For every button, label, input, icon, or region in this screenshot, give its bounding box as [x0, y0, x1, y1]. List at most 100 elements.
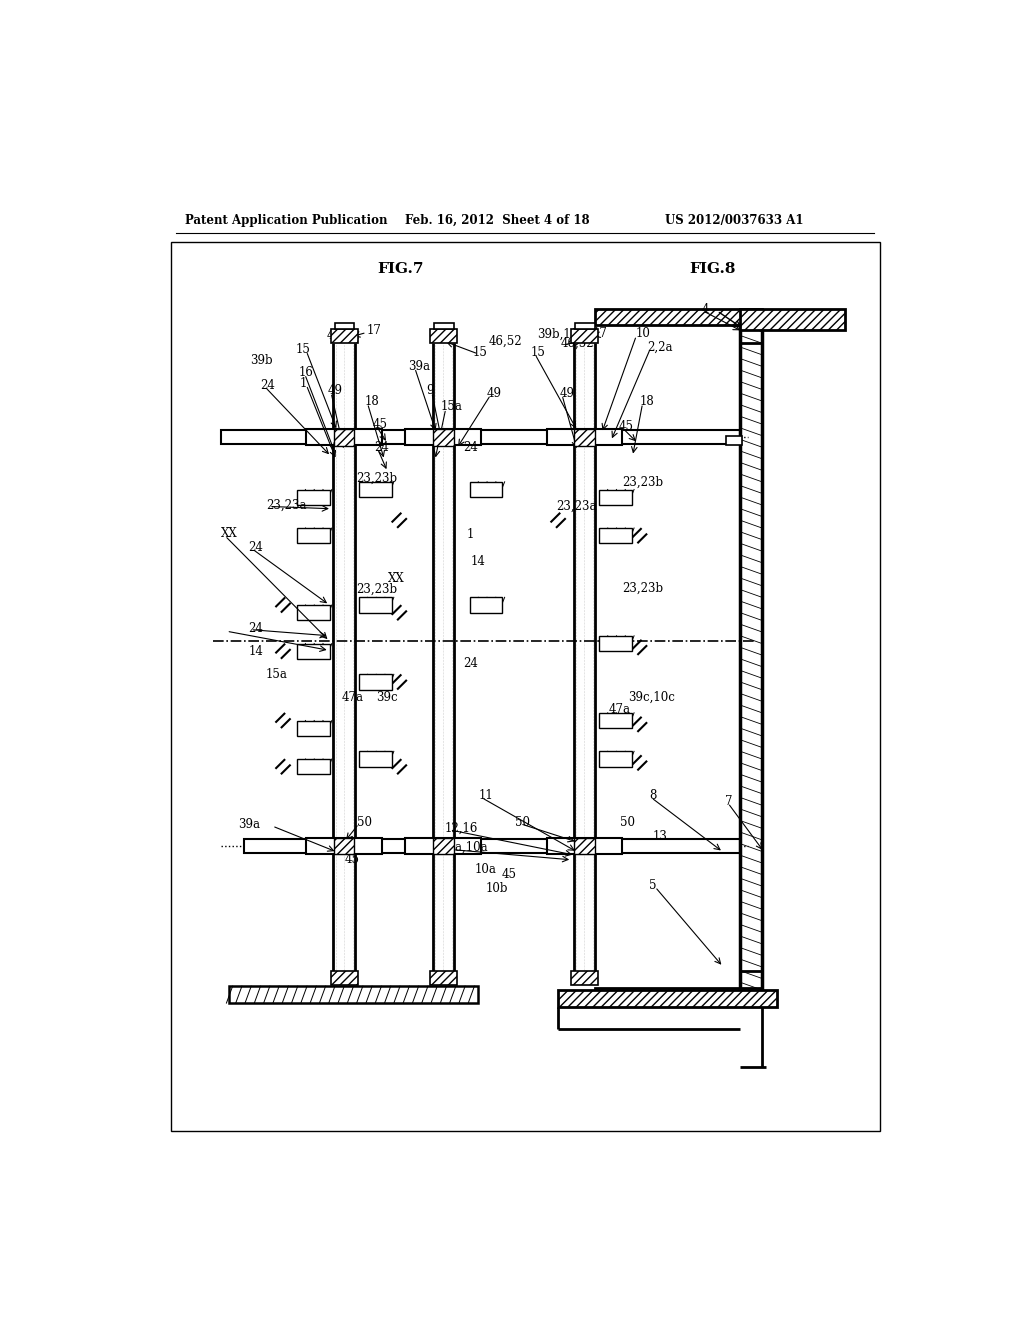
Text: 39b,10b: 39b,10b — [538, 327, 586, 341]
Text: 18: 18 — [365, 395, 379, 408]
Text: 24: 24 — [248, 541, 263, 554]
Bar — [228, 986, 477, 1003]
Text: 50: 50 — [515, 816, 530, 829]
Text: 10a: 10a — [474, 863, 497, 876]
Text: 15a: 15a — [266, 668, 288, 681]
Bar — [575, 323, 595, 330]
Text: 24: 24 — [463, 441, 477, 454]
Text: Patent Application Publication: Patent Application Publication — [184, 214, 387, 227]
Text: 16: 16 — [299, 366, 313, 379]
Bar — [547, 429, 623, 445]
Bar — [599, 751, 632, 767]
Text: 7: 7 — [725, 795, 732, 808]
Bar — [571, 330, 598, 343]
Bar — [331, 970, 358, 985]
Text: 18: 18 — [640, 395, 654, 408]
Text: 4: 4 — [701, 302, 709, 315]
Text: 13: 13 — [652, 829, 668, 842]
Bar — [430, 330, 458, 343]
Text: 9: 9 — [426, 384, 434, 397]
Bar — [599, 490, 632, 506]
Bar — [221, 430, 334, 444]
Bar — [335, 323, 354, 330]
Bar — [334, 429, 354, 446]
Text: 10: 10 — [636, 327, 650, 341]
Bar — [171, 242, 880, 1131]
Bar — [595, 309, 762, 326]
Bar — [297, 759, 330, 775]
Bar — [355, 840, 432, 853]
Bar — [331, 330, 358, 343]
Text: 2,2a: 2,2a — [647, 341, 673, 354]
Text: 45: 45 — [345, 853, 360, 866]
Bar — [433, 838, 454, 854]
Bar — [571, 970, 598, 985]
Text: Feb. 16, 2012  Sheet 4 of 18: Feb. 16, 2012 Sheet 4 of 18 — [406, 214, 590, 227]
Bar — [547, 838, 623, 854]
Bar — [297, 490, 330, 506]
Text: 23,23a: 23,23a — [266, 499, 306, 511]
Text: 45: 45 — [373, 417, 388, 430]
Text: 23,23b: 23,23b — [623, 475, 664, 488]
Text: 11: 11 — [479, 789, 494, 803]
Bar — [595, 430, 740, 444]
Bar — [433, 429, 454, 446]
Bar — [359, 597, 391, 612]
Bar — [455, 430, 573, 444]
Text: XX: XX — [388, 572, 406, 585]
Text: 15: 15 — [473, 346, 487, 359]
Text: 39a: 39a — [238, 818, 260, 832]
Text: 46,52: 46,52 — [327, 329, 360, 342]
Text: 23,23a: 23,23a — [557, 500, 597, 513]
Bar — [595, 840, 740, 853]
Text: 49: 49 — [328, 384, 342, 397]
Bar — [599, 636, 632, 651]
Bar — [740, 309, 845, 330]
Text: 8: 8 — [649, 789, 656, 803]
Text: 15: 15 — [531, 346, 546, 359]
Text: 1: 1 — [467, 528, 474, 541]
Bar — [574, 838, 595, 854]
Text: US 2012/0037633 A1: US 2012/0037633 A1 — [665, 214, 804, 227]
Text: 49: 49 — [560, 387, 574, 400]
Bar — [355, 430, 432, 444]
Bar — [297, 721, 330, 737]
Text: 23,23b: 23,23b — [623, 582, 664, 594]
Text: 50: 50 — [356, 816, 372, 829]
Text: 23,23b: 23,23b — [356, 583, 397, 597]
Bar — [726, 436, 741, 445]
Bar — [334, 838, 354, 854]
Text: 45: 45 — [618, 420, 634, 433]
Bar — [406, 838, 481, 854]
Text: 39b: 39b — [251, 354, 273, 367]
Bar — [599, 713, 632, 729]
Text: 17: 17 — [367, 325, 382, 338]
Bar — [574, 429, 595, 446]
Text: 39c,10c: 39c,10c — [628, 690, 675, 704]
Text: 24: 24 — [248, 622, 263, 635]
Bar — [297, 605, 330, 620]
Bar — [297, 644, 330, 659]
Bar — [599, 528, 632, 544]
Text: 24: 24 — [260, 379, 274, 392]
Bar — [455, 840, 573, 853]
Text: 24: 24 — [463, 657, 477, 671]
Text: 45: 45 — [502, 869, 516, 880]
Text: 49: 49 — [486, 387, 502, 400]
Bar — [359, 751, 391, 767]
Text: 17: 17 — [593, 327, 608, 341]
Text: 10b: 10b — [486, 882, 509, 895]
Text: 12,16: 12,16 — [444, 822, 477, 834]
Text: 1: 1 — [300, 376, 307, 389]
Text: 46,52: 46,52 — [488, 335, 522, 348]
Text: 14: 14 — [248, 644, 263, 657]
Text: 50: 50 — [621, 816, 635, 829]
Text: 39a: 39a — [409, 360, 430, 372]
Bar — [434, 323, 454, 330]
Text: XX: XX — [221, 527, 238, 540]
Text: 46,52: 46,52 — [560, 337, 594, 350]
Bar — [359, 675, 391, 689]
Bar — [306, 838, 382, 854]
Text: 39a,10a: 39a,10a — [440, 841, 488, 854]
Text: 47a: 47a — [608, 704, 631, 717]
